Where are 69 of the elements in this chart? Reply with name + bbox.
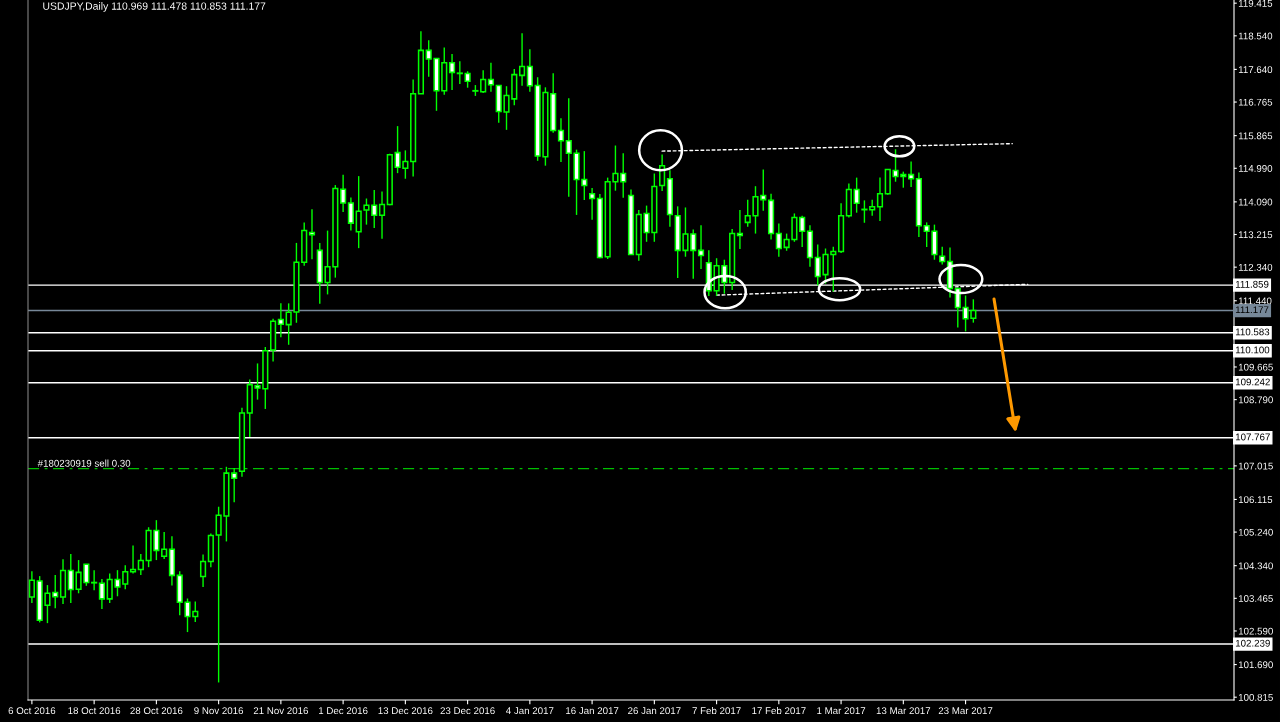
candlestick (908, 160, 915, 188)
candlestick (91, 569, 98, 591)
candlestick (557, 117, 565, 163)
y-tick-label: 111.440 (1238, 297, 1272, 305)
candlestick (137, 553, 144, 576)
candlestick (518, 32, 526, 87)
x-tick-label: 21 Nov 2016 (253, 707, 309, 715)
y-tick-label: 114.090 (1238, 198, 1273, 206)
candlestick (347, 196, 354, 232)
x-tick-label: 4 Jan 2017 (506, 707, 554, 715)
ref-line-label: 111.859 (1235, 280, 1269, 288)
y-tick-label: 103.465 (1238, 595, 1273, 602)
x-tick-label: 16 Jan 2017 (566, 707, 619, 715)
x-tick-label: 28 Oct 2016 (130, 707, 183, 715)
candlestick (853, 176, 860, 214)
y-tick-label: 105.240 (1238, 528, 1273, 536)
candlestick (161, 531, 168, 560)
x-tick-label: 13 Dec 2016 (378, 707, 433, 715)
x-tick-label: 26 Jan 2017 (628, 707, 681, 715)
y-tick-label: 113.215 (1238, 231, 1273, 239)
candlestick (199, 553, 207, 588)
x-tick-label: 7 Feb 2017 (692, 706, 741, 715)
ref-line-label: 107.767 (1235, 433, 1270, 441)
candlestick (456, 60, 463, 85)
y-tick-label: 115.865 (1238, 132, 1273, 140)
y-tick-label: 101.690 (1238, 661, 1273, 669)
x-tick-label: 17 Feb 2017 (752, 706, 806, 715)
y-tick-label: 112.340 (1238, 263, 1273, 271)
x-tick-label: 1 Mar 2017 (817, 707, 866, 715)
candlestick (799, 214, 806, 248)
x-tick-label: 18 Oct 2016 (68, 707, 121, 715)
candlestick (378, 190, 386, 240)
x-tick-label: 9 Nov 2016 (194, 707, 244, 715)
candlestick (697, 224, 705, 270)
candlestick (736, 209, 744, 250)
y-tick-label: 119.415 (1238, 0, 1273, 7)
y-tick-label: 109.665 (1238, 363, 1273, 371)
y-tick-label: 116.765 (1238, 98, 1273, 106)
x-tick-label: 1 Dec 2016 (319, 707, 368, 715)
x-tick-label: 23 Dec 2016 (440, 707, 495, 715)
candlestick (775, 222, 782, 258)
candlestick (588, 187, 596, 221)
candlestick (28, 570, 35, 604)
candlestick (876, 176, 884, 222)
y-tick-label: 118.540 (1238, 32, 1273, 40)
candlestick (480, 69, 487, 94)
ref-line-label: 109.242 (1235, 378, 1270, 386)
y-tick-label: 107.015 (1238, 462, 1273, 470)
y-tick-label: 106.115 (1238, 496, 1273, 504)
candlestick (98, 578, 106, 610)
y-tick-label: 108.790 (1238, 396, 1273, 404)
y-tick-label: 100.815 (1238, 693, 1273, 701)
y-tick-label: 102.590 (1238, 627, 1273, 635)
candlestick (340, 173, 347, 213)
ref-line-label: 102.239 (1235, 639, 1270, 647)
y-tick-label: 117.640 (1238, 66, 1273, 74)
ref-line-label: 110.100 (1235, 346, 1270, 354)
chart-title: USDJPY,Daily 110.969 111.478 110.853 111.177 (43, 2, 266, 12)
candlestick (487, 61, 495, 93)
x-tick-label: 23 Mar 2017 (938, 707, 993, 715)
ref-line-label: 111.177 (1235, 306, 1269, 314)
ref-line-label: #180230919 sell 0.30 (37, 459, 131, 467)
y-tick-label: 114.990 (1238, 165, 1273, 172)
ref-line-label: 110.583 (1235, 328, 1270, 336)
y-tick-label: 104.340 (1238, 562, 1273, 570)
x-tick-label: 6 Oct 2016 (8, 707, 56, 715)
candlestick (448, 53, 456, 91)
candlestick (526, 48, 533, 93)
x-tick-label: 13 Mar 2017 (876, 707, 931, 715)
